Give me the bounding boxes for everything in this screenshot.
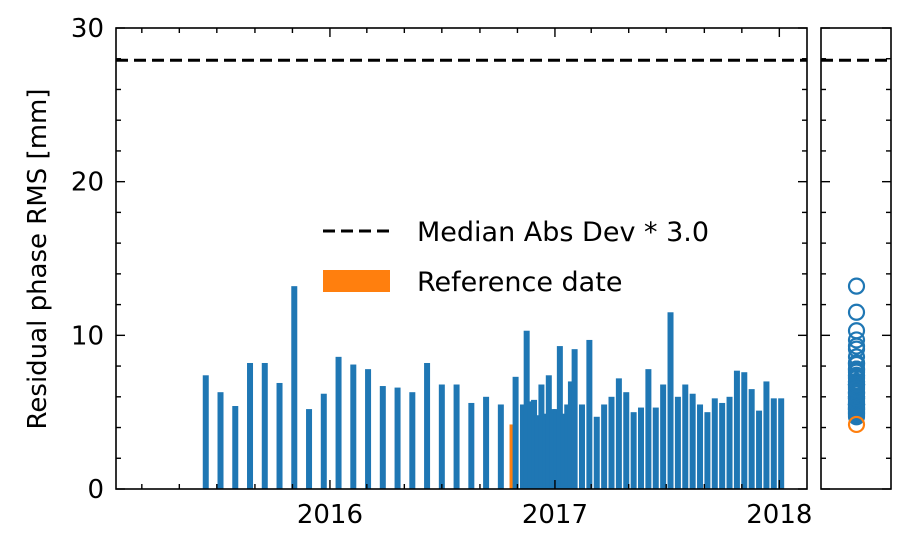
side-reference-point xyxy=(847,415,866,434)
side-plot-frame xyxy=(820,27,892,490)
bar xyxy=(527,401,534,489)
side-point xyxy=(847,394,866,412)
bar xyxy=(276,382,283,489)
bar xyxy=(608,396,615,489)
bar xyxy=(567,381,574,489)
bar xyxy=(247,362,254,489)
bar xyxy=(519,404,526,489)
y-tick-label: 0 xyxy=(87,475,104,505)
legend-reference-label: Reference date xyxy=(417,267,622,298)
bar xyxy=(726,396,733,489)
bar xyxy=(638,407,645,489)
bar xyxy=(652,407,659,489)
main-plot-frame xyxy=(115,27,808,490)
bar xyxy=(409,392,416,489)
bar xyxy=(556,346,563,489)
bar xyxy=(232,406,239,489)
y-axis-label: Residual phase RMS [mm] xyxy=(23,89,53,430)
bars xyxy=(202,286,785,489)
bar xyxy=(545,375,552,489)
bar xyxy=(217,392,224,489)
bar xyxy=(261,362,268,489)
bar xyxy=(770,398,777,489)
bar xyxy=(512,376,519,489)
bar xyxy=(697,404,704,489)
bar xyxy=(202,375,209,489)
bar xyxy=(523,330,530,489)
legend: Median Abs Dev * 3.0 Reference date xyxy=(323,217,709,298)
bar xyxy=(538,384,545,489)
bar xyxy=(320,393,327,489)
bar xyxy=(674,396,681,489)
x-tick-label: 2017 xyxy=(522,500,588,530)
bar xyxy=(733,370,740,489)
bar xyxy=(291,286,298,489)
bar xyxy=(497,404,504,489)
bar xyxy=(365,369,372,489)
bar xyxy=(748,389,755,489)
bar xyxy=(350,364,357,489)
bar xyxy=(630,412,637,489)
bar xyxy=(615,378,622,489)
bar xyxy=(719,402,726,489)
bar xyxy=(549,409,556,489)
bar xyxy=(689,393,696,489)
bar xyxy=(704,412,711,489)
side-point xyxy=(847,372,866,391)
bar xyxy=(468,402,475,489)
legend-threshold-label: Median Abs Dev * 3.0 xyxy=(417,217,709,248)
bar xyxy=(586,339,593,489)
bar xyxy=(623,392,630,489)
bar xyxy=(593,416,600,489)
bar xyxy=(778,398,785,489)
bar xyxy=(645,369,652,489)
bar xyxy=(660,384,667,489)
bar xyxy=(335,356,342,489)
side-point xyxy=(847,363,866,381)
side-point xyxy=(847,340,866,358)
bar xyxy=(531,399,538,489)
bar xyxy=(542,413,549,489)
side-point xyxy=(847,389,866,407)
x-axis-ticks: 2016 2017 2018 xyxy=(141,28,812,530)
bar xyxy=(763,381,770,489)
reference-bar xyxy=(509,424,516,489)
bar xyxy=(756,410,763,489)
side-point xyxy=(847,380,866,398)
bar xyxy=(453,384,460,489)
side-point xyxy=(847,402,866,420)
y-tick-label: 30 xyxy=(71,14,104,44)
bar xyxy=(601,404,608,489)
bar xyxy=(711,398,718,489)
y-tick-label: 20 xyxy=(71,168,104,198)
bar xyxy=(379,386,386,489)
side-point xyxy=(847,331,866,349)
bar xyxy=(483,396,490,489)
side-point xyxy=(847,408,866,426)
bar xyxy=(667,312,674,489)
x-tick-label: 2018 xyxy=(746,500,812,530)
main-plot-panel: 0 10 20 30 2016 2017 2018 xyxy=(71,14,813,530)
side-point xyxy=(847,277,866,295)
bar xyxy=(578,404,585,489)
bar xyxy=(571,349,578,489)
side-point xyxy=(847,303,866,321)
bar xyxy=(424,362,431,489)
x-tick-label: 2016 xyxy=(297,500,363,530)
bar xyxy=(394,387,401,489)
bar xyxy=(560,413,567,489)
bar xyxy=(553,409,560,489)
bar xyxy=(306,409,313,489)
bar xyxy=(438,384,445,489)
y-tick-label: 10 xyxy=(71,321,104,351)
legend-reference-swatch xyxy=(323,270,390,292)
side-scatter-panel xyxy=(820,27,892,490)
bar xyxy=(682,384,689,489)
bar xyxy=(741,372,748,489)
bar xyxy=(534,415,541,489)
bar xyxy=(564,404,571,489)
side-scatter-points xyxy=(847,277,866,434)
